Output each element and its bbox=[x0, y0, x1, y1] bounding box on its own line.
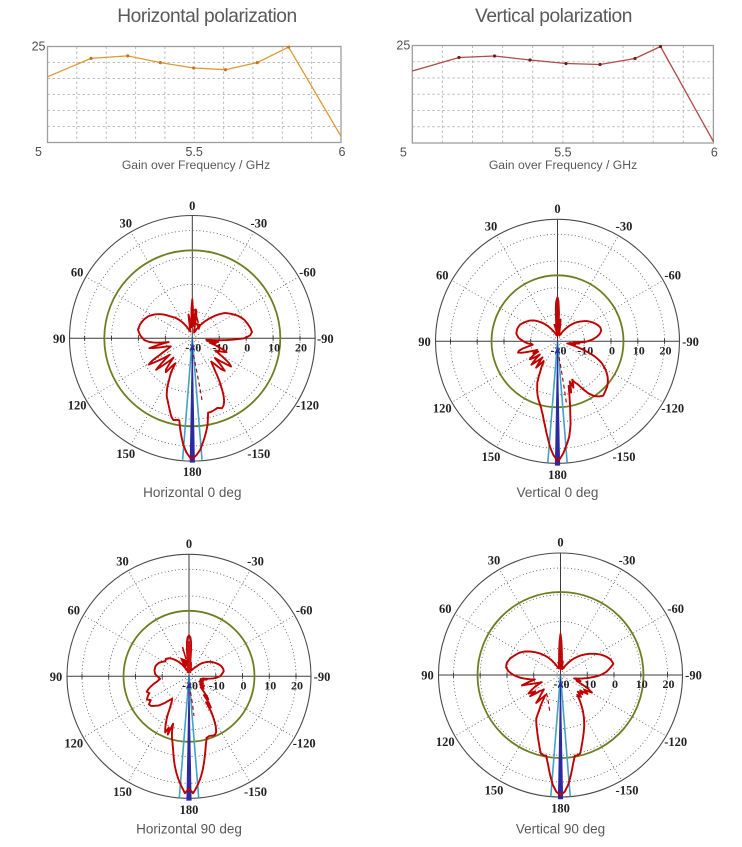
svg-text:-120: -120 bbox=[296, 398, 319, 412]
svg-text:-120: -120 bbox=[664, 735, 687, 749]
svg-text:6: 6 bbox=[339, 145, 346, 159]
svg-text:20: 20 bbox=[295, 340, 307, 354]
svg-text:180: 180 bbox=[183, 465, 202, 479]
svg-text:90: 90 bbox=[53, 332, 66, 346]
svg-text:-120: -120 bbox=[293, 736, 316, 750]
svg-text:120: 120 bbox=[68, 398, 87, 412]
svg-text:0: 0 bbox=[186, 537, 192, 551]
svg-text:-90: -90 bbox=[317, 332, 334, 346]
svg-text:90: 90 bbox=[421, 669, 434, 683]
svg-text:120: 120 bbox=[433, 401, 452, 415]
svg-text:30: 30 bbox=[116, 555, 129, 569]
svg-text:-60: -60 bbox=[664, 268, 681, 282]
svg-text:-150: -150 bbox=[616, 784, 639, 798]
svg-text:0: 0 bbox=[241, 678, 247, 692]
svg-text:90: 90 bbox=[418, 335, 431, 349]
svg-text:120: 120 bbox=[64, 736, 83, 750]
svg-text:-60: -60 bbox=[667, 602, 684, 616]
svg-text:-90: -90 bbox=[682, 335, 699, 349]
svg-text:150: 150 bbox=[113, 785, 132, 799]
svg-text:Vertical polarization: Vertical polarization bbox=[475, 6, 632, 27]
svg-text:Gain over Frequency / GHz: Gain over Frequency / GHz bbox=[489, 158, 637, 172]
svg-text:10: 10 bbox=[633, 343, 645, 357]
svg-text:10: 10 bbox=[268, 340, 280, 354]
svg-text:25: 25 bbox=[32, 40, 46, 54]
svg-text:20: 20 bbox=[291, 678, 303, 692]
svg-text:30: 30 bbox=[488, 553, 501, 567]
svg-text:-30: -30 bbox=[616, 220, 633, 234]
svg-text:150: 150 bbox=[116, 447, 135, 461]
svg-text:-30: -30 bbox=[619, 553, 636, 567]
svg-text:6: 6 bbox=[711, 146, 718, 160]
svg-text:Vertical 90 deg: Vertical 90 deg bbox=[516, 822, 605, 837]
svg-text:-150: -150 bbox=[613, 450, 636, 464]
svg-text:60: 60 bbox=[68, 603, 81, 617]
svg-text:Horizontal 90 deg: Horizontal 90 deg bbox=[136, 822, 242, 837]
svg-text:0: 0 bbox=[244, 340, 250, 354]
svg-text:60: 60 bbox=[439, 602, 452, 616]
svg-text:-30: -30 bbox=[250, 217, 267, 231]
svg-text:-150: -150 bbox=[247, 447, 270, 461]
svg-text:Gain over Frequency / GHz: Gain over Frequency / GHz bbox=[122, 158, 270, 172]
svg-text:150: 150 bbox=[482, 450, 501, 464]
svg-text:-60: -60 bbox=[299, 265, 316, 279]
svg-text:10: 10 bbox=[636, 677, 648, 691]
svg-text:5: 5 bbox=[400, 146, 407, 160]
svg-text:90: 90 bbox=[50, 670, 63, 684]
svg-text:Horizontal polarization: Horizontal polarization bbox=[117, 6, 297, 27]
svg-text:0: 0 bbox=[189, 199, 195, 213]
svg-text:-90: -90 bbox=[685, 669, 702, 683]
svg-text:60: 60 bbox=[71, 265, 84, 279]
svg-text:180: 180 bbox=[551, 802, 570, 816]
svg-text:180: 180 bbox=[180, 803, 199, 817]
svg-text:30: 30 bbox=[120, 217, 133, 231]
svg-text:10: 10 bbox=[264, 678, 276, 692]
svg-text:20: 20 bbox=[660, 343, 672, 357]
svg-text:-120: -120 bbox=[661, 401, 684, 415]
svg-text:5.5: 5.5 bbox=[554, 146, 571, 160]
svg-text:25: 25 bbox=[396, 39, 410, 53]
svg-text:0: 0 bbox=[612, 677, 618, 691]
svg-text:-150: -150 bbox=[244, 785, 267, 799]
svg-text:180: 180 bbox=[548, 468, 567, 482]
svg-text:60: 60 bbox=[436, 268, 449, 282]
svg-text:-60: -60 bbox=[296, 603, 313, 617]
svg-text:-10: -10 bbox=[209, 678, 225, 692]
svg-text:-10: -10 bbox=[580, 677, 596, 691]
svg-text:-30: -30 bbox=[247, 555, 264, 569]
svg-text:0: 0 bbox=[609, 343, 615, 357]
svg-text:Horizontal 0 deg: Horizontal 0 deg bbox=[143, 485, 241, 500]
svg-text:0: 0 bbox=[554, 202, 560, 216]
svg-text:30: 30 bbox=[485, 220, 498, 234]
svg-text:0: 0 bbox=[557, 536, 563, 550]
svg-text:5.5: 5.5 bbox=[186, 145, 203, 159]
svg-text:-90: -90 bbox=[314, 670, 331, 684]
svg-text:150: 150 bbox=[485, 784, 504, 798]
svg-text:20: 20 bbox=[663, 677, 675, 691]
svg-text:Vertical 0 deg: Vertical 0 deg bbox=[517, 485, 599, 500]
svg-text:5: 5 bbox=[35, 145, 42, 159]
svg-text:120: 120 bbox=[436, 735, 455, 749]
